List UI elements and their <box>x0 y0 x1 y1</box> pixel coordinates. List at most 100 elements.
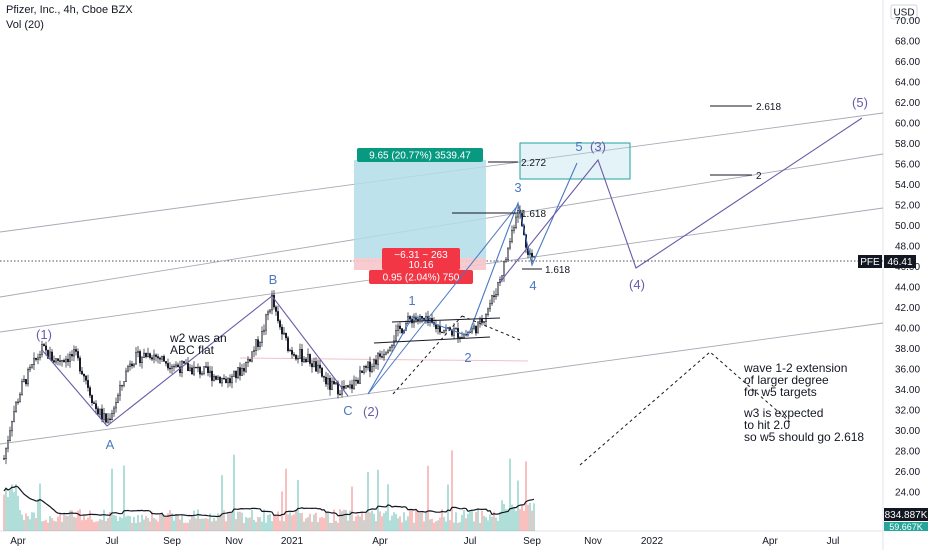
abc-flat-path[interactable] <box>41 295 349 427</box>
volume-bar <box>323 518 325 531</box>
subwave-path[interactable] <box>367 162 578 395</box>
volume-bar <box>63 514 65 531</box>
dashed-extension-1[interactable] <box>392 315 463 395</box>
candle-body <box>103 413 105 420</box>
volume-bar <box>69 510 71 531</box>
volume-bar <box>251 509 253 531</box>
volume-bar <box>481 510 483 531</box>
volume-bar <box>39 483 41 531</box>
volume-bar <box>465 518 467 531</box>
candle-body <box>293 354 295 356</box>
note-w3-line3: so w5 should go 2.618 <box>744 430 864 444</box>
volume-bar <box>51 518 53 531</box>
volume-bar <box>215 520 217 531</box>
candle-body <box>65 358 67 363</box>
volume-bar <box>137 515 139 531</box>
volume-bar <box>411 509 413 531</box>
channel-line-bottom[interactable] <box>0 322 884 445</box>
volume-bar <box>469 511 471 531</box>
candle-body <box>415 317 417 320</box>
candle-body <box>211 370 213 381</box>
volume-bar <box>121 518 123 531</box>
volume-bar <box>369 512 371 531</box>
volume-bar <box>363 520 365 531</box>
volume-bar <box>321 517 323 531</box>
volume-bar <box>157 521 159 531</box>
candle-body <box>117 394 119 403</box>
candle-body <box>439 325 441 333</box>
volume-bar <box>527 504 529 531</box>
time-axis-labels: Apr Jul Sep Nov 2021 Apr Jul Sep Nov 2022 Apr Jul <box>10 536 839 547</box>
volume-bar <box>67 516 69 531</box>
volume-bar <box>389 520 391 531</box>
candle-body <box>249 359 251 362</box>
wave-resistance[interactable] <box>391 317 501 323</box>
candle-body <box>123 381 125 386</box>
volume-bar <box>279 520 281 531</box>
candle-body <box>301 349 303 362</box>
volume-bar <box>247 518 249 531</box>
candle-body <box>459 337 461 339</box>
candle-body <box>489 303 491 310</box>
volume-bar <box>125 516 127 531</box>
wave-trendline[interactable] <box>367 204 519 395</box>
volume-tag-label: 834.887K <box>885 510 928 521</box>
volume-bar <box>317 522 319 531</box>
volume-bar <box>237 511 239 531</box>
volume-bar <box>37 498 39 531</box>
candle-body <box>99 408 101 415</box>
volume-bar <box>379 511 381 531</box>
candle-body <box>61 360 63 362</box>
volume-bar <box>403 512 405 531</box>
price-tick-label: 38.00 <box>895 344 920 355</box>
volume-bar <box>169 509 171 531</box>
candle-body <box>37 357 39 360</box>
time-tick-label: Apr <box>762 536 778 547</box>
volume-bar <box>489 514 491 531</box>
wave3-target-box[interactable] <box>519 142 631 180</box>
projection-path[interactable] <box>499 117 863 283</box>
candle-body <box>93 402 95 404</box>
candle-body <box>51 351 53 361</box>
currency-badge[interactable] <box>890 4 918 20</box>
candle-body <box>207 366 209 374</box>
volume-bar <box>119 516 121 531</box>
candle-body <box>27 369 29 385</box>
candle-body <box>347 385 349 388</box>
candle-body <box>315 361 317 372</box>
volume-bar <box>401 522 403 531</box>
volume-bar <box>519 509 521 531</box>
candle-body <box>5 447 7 459</box>
candle-body <box>379 353 381 357</box>
candle-body <box>387 350 389 354</box>
time-tick-label: 2022 <box>641 536 664 547</box>
price-tick-label: 44.00 <box>895 283 920 294</box>
position-target-zone[interactable] <box>354 160 486 258</box>
candle-body <box>177 364 179 368</box>
volume-tag <box>884 508 928 521</box>
volume-bar <box>495 517 497 531</box>
note-w3-line2: to hit 2.0 <box>744 418 790 432</box>
candle-body <box>253 350 255 352</box>
candle-body <box>279 320 281 328</box>
volume-bar <box>461 514 463 531</box>
candle-body <box>247 359 249 363</box>
volume-bar <box>113 515 115 531</box>
candle-body <box>311 363 313 368</box>
volume-bar <box>19 510 21 531</box>
candle-body <box>345 385 347 389</box>
volume-bar <box>501 500 503 531</box>
volume-bar <box>197 509 199 531</box>
volume-bar <box>173 520 175 531</box>
candle-body <box>75 349 77 352</box>
volume-bar <box>101 519 103 531</box>
wave-baseline[interactable] <box>373 336 491 344</box>
dashed-extension-2[interactable] <box>461 315 521 341</box>
candle-body <box>175 364 177 367</box>
candle-body <box>281 326 283 335</box>
candle-body <box>357 380 359 384</box>
candle-body <box>119 385 121 396</box>
candle-body <box>77 351 79 359</box>
time-tick-label: Nov <box>225 536 243 547</box>
